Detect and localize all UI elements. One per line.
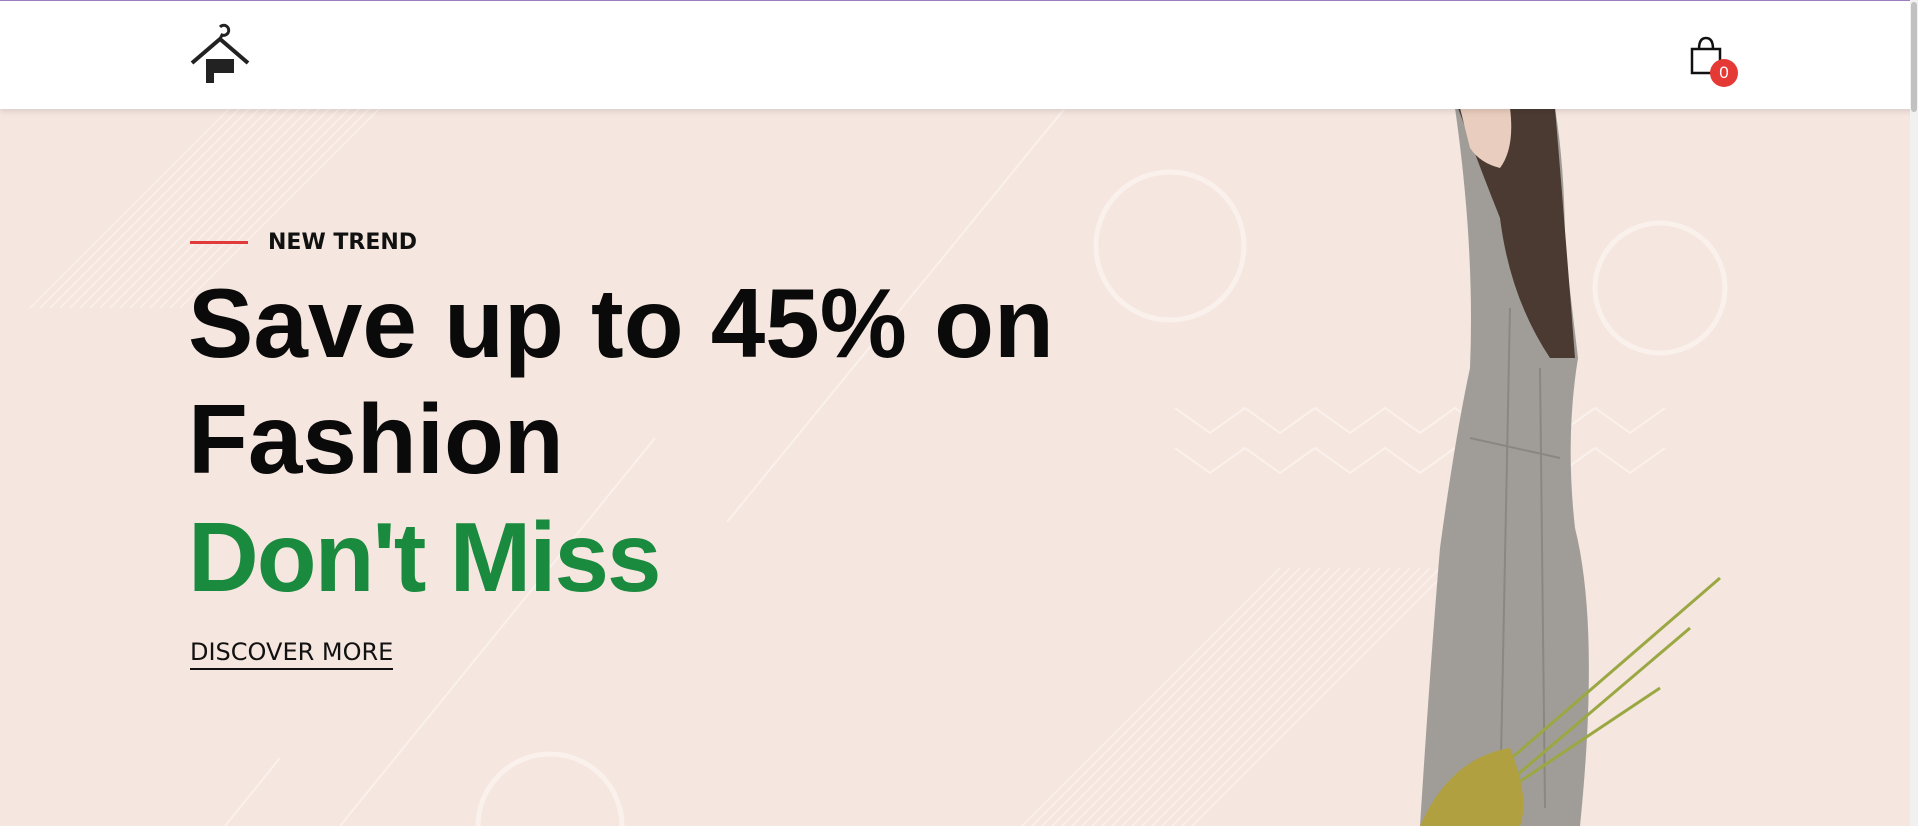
hatch-line — [1160, 567, 1421, 826]
hatch-line — [1070, 567, 1331, 826]
hatch-line — [59, 108, 261, 309]
hatch-line — [1110, 567, 1371, 826]
hatch-line — [1170, 567, 1431, 826]
hatch-line — [129, 108, 331, 309]
hatch-line — [29, 108, 231, 309]
highlight: Don't Miss — [188, 502, 662, 612]
hatch-line — [79, 108, 281, 309]
hatch-line — [179, 108, 381, 309]
hatch-line — [1190, 567, 1451, 826]
hatch-line — [159, 108, 361, 309]
tagline-accent — [190, 241, 248, 244]
hatch-line — [139, 108, 341, 309]
hatch-line — [1100, 567, 1361, 826]
headline: Save up to 45% on Fashion — [188, 268, 1054, 494]
scrollbar — [1910, 0, 1918, 826]
hatch-line — [1150, 567, 1411, 826]
hatch-line — [109, 108, 311, 309]
scroll-thumb — [1911, 2, 1917, 112]
hatch-line — [149, 108, 351, 309]
top-navigation: 0 — [0, 0, 1918, 109]
discover-link[interactable]: DISCOVER MORE — [190, 638, 394, 670]
hatch-line — [169, 108, 371, 309]
logo[interactable] — [188, 23, 252, 87]
tagline: NEW TREND — [268, 230, 418, 255]
hatch-line — [1180, 567, 1441, 826]
hatch-line — [89, 108, 291, 309]
hatch-line — [39, 108, 241, 309]
hatch-line — [69, 108, 271, 309]
cart-count: 0 — [1710, 59, 1738, 87]
hatch-line — [1090, 567, 1351, 826]
hatch-line — [49, 108, 251, 309]
hatch-line — [1130, 567, 1391, 826]
hatch-line — [1040, 567, 1301, 826]
model-image — [1420, 108, 1721, 826]
tagline-row: NEW TREND — [190, 230, 417, 255]
hatch-line — [1120, 567, 1381, 826]
hatch-line — [1140, 567, 1401, 826]
hatch-line — [1060, 567, 1321, 826]
hatch-line — [1020, 567, 1281, 826]
hatch-line — [99, 108, 301, 309]
hatch-line — [119, 108, 321, 309]
background-decoration — [29, 108, 1728, 826]
hatch-line — [1080, 567, 1341, 826]
hatch-line — [1050, 567, 1311, 826]
hatch-line — [1030, 567, 1291, 826]
